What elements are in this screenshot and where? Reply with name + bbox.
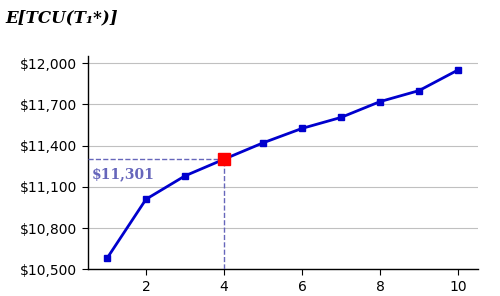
Text: E[TCU(T₁*)]: E[TCU(T₁*)] bbox=[5, 9, 117, 26]
Text: $11,301: $11,301 bbox=[92, 167, 154, 181]
Text: n: n bbox=[482, 295, 494, 296]
